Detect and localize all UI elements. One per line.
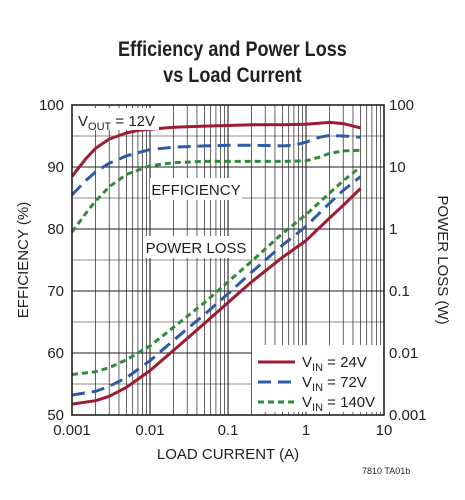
- power-loss-curve-label: POWER LOSS: [146, 240, 247, 257]
- efficiency-line-series-1: [70, 120, 361, 178]
- efficiency-curve-label: EFFICIENCY: [151, 182, 240, 199]
- power-loss-line-series-3: [71, 165, 362, 376]
- y-right-tick-label: 10: [389, 159, 406, 176]
- x-tick-label: 0.1: [218, 422, 239, 439]
- annotations: VOUT = 12V EFFICIENCY POWER LOSS: [73, 108, 246, 258]
- y-right-tick-label: 0.001: [389, 407, 427, 424]
- y-left-tick-label: 50: [47, 407, 64, 424]
- y-left-tick-label: 90: [47, 159, 64, 176]
- efficiency-line-series-3: [70, 148, 361, 233]
- x-tick-label: 10: [376, 422, 393, 439]
- y-axis-right-label: POWER LOSS (W): [434, 195, 451, 324]
- power-loss-line-series-1: [71, 187, 362, 406]
- x-tick-label: 0.01: [135, 422, 164, 439]
- output-voltage-label: VOUT = 12V: [78, 113, 155, 133]
- series-lines: [70, 120, 362, 406]
- legend-label-series-3: VIN = 140V: [302, 394, 375, 414]
- y-right-tick-label: 1: [389, 221, 397, 238]
- chart-subtitle: vs Load Current: [163, 64, 302, 87]
- x-tick-label: 1: [302, 422, 310, 439]
- efficiency-label-background: [150, 178, 242, 200]
- plot-frame: [71, 104, 385, 416]
- power-loss-line-series-2: [71, 175, 362, 397]
- x-tick-label: 0.001: [53, 422, 91, 439]
- efficiency-line-series-2: [70, 133, 361, 196]
- y-right-tick-label: 100: [389, 97, 414, 114]
- y-left-tick-label: 60: [47, 345, 64, 362]
- y-right-tick-label: 0.01: [389, 345, 418, 362]
- y-axis-left-label: EFFICIENCY (%): [15, 202, 32, 318]
- condition-label-background: [73, 108, 159, 130]
- y-right-tick-label: 0.1: [389, 283, 410, 300]
- chart-title: Efficiency and Power Loss: [118, 38, 347, 61]
- figure-code: 7810 TA01b: [362, 466, 411, 476]
- legend-label-series-1: VIN = 24V: [302, 354, 367, 374]
- axis-ticks: 0.001 0.01 0.1 1 10 50 60 70 80 90 100 0.001 0.01 0.1…: [39, 97, 427, 439]
- power-loss-label-background: [146, 236, 246, 258]
- y-left-tick-label: 100: [39, 97, 64, 114]
- y-left-tick-label: 70: [47, 283, 64, 300]
- x-axis-label: LOAD CURRENT (A): [157, 446, 299, 463]
- legend-label-series-2: VIN = 72V: [302, 374, 367, 394]
- y-left-tick-label: 80: [47, 221, 64, 238]
